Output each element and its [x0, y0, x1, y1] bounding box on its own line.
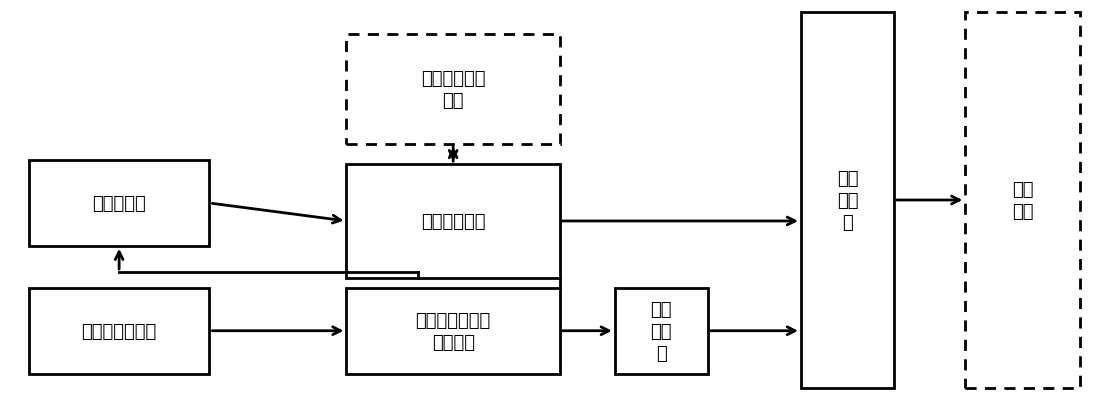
- Text: 人工智能处理器
功能模块: 人工智能处理器 功能模块: [415, 311, 491, 351]
- Bar: [346, 35, 560, 145]
- Text: 向量
比较
器: 向量 比较 器: [837, 169, 859, 232]
- Bar: [800, 13, 894, 388]
- Text: 向量
侦听
器: 向量 侦听 器: [650, 300, 672, 362]
- Text: 域双工收发器: 域双工收发器: [421, 213, 485, 231]
- Text: 接口格式化模式: 接口格式化模式: [81, 322, 157, 340]
- Bar: [346, 288, 560, 374]
- Bar: [29, 161, 210, 246]
- Bar: [29, 288, 210, 374]
- Text: 人工智能软件
模型: 人工智能软件 模型: [421, 70, 485, 110]
- Bar: [965, 13, 1080, 388]
- Text: 向量侦听器: 向量侦听器: [92, 194, 146, 213]
- Bar: [346, 165, 560, 278]
- Text: 判决
报告: 判决 报告: [1012, 180, 1033, 221]
- Bar: [615, 288, 708, 374]
